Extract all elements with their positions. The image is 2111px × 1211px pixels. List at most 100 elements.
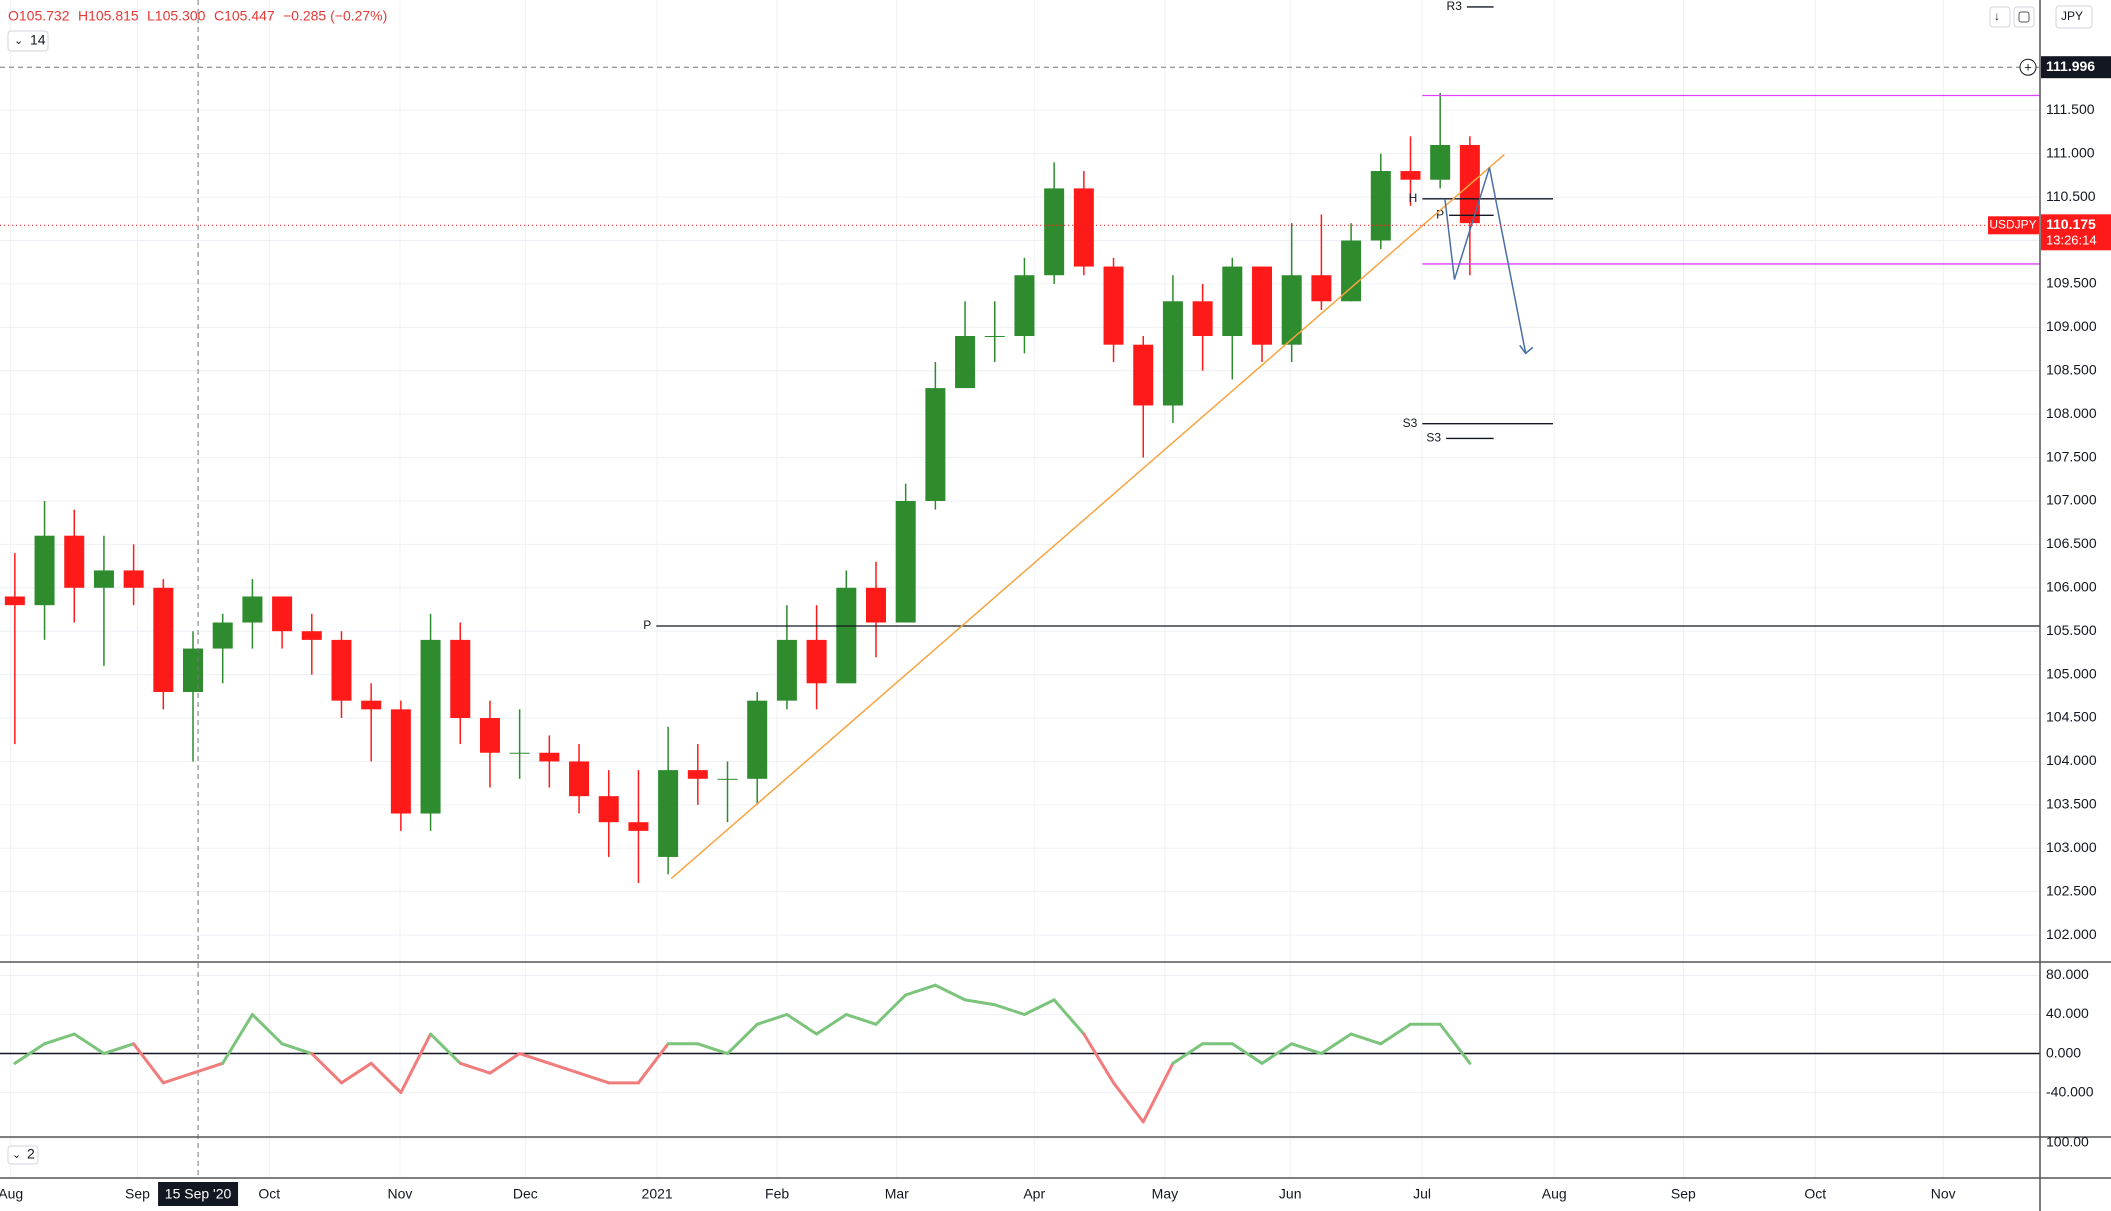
candle-body (34, 535, 55, 606)
oscillator-segment (726, 1022, 759, 1056)
oscillator-segment (1022, 998, 1056, 1017)
symbol-label: USDJPY (1989, 217, 2036, 231)
oscillator-segment (132, 1042, 165, 1085)
x-tick-label: Nov (388, 1186, 413, 1202)
candle-body (776, 639, 797, 701)
oscillator-segment (1230, 1042, 1264, 1065)
candle-body (390, 709, 411, 814)
y-tick-label: 105.000 (2046, 665, 2097, 681)
candle-body (4, 596, 25, 606)
oscillator-segment (1349, 1032, 1383, 1046)
candle-body (747, 700, 768, 779)
currency-button[interactable] (2055, 5, 2093, 29)
oscillator-segment (1260, 1042, 1294, 1065)
oscillator-segment (815, 1013, 848, 1036)
trendline (670, 153, 1505, 880)
y-tick-label: 0.000 (2046, 1044, 2081, 1060)
candle-body (301, 631, 322, 640)
restore-button[interactable] (2013, 6, 2035, 28)
candle-body (1430, 144, 1451, 180)
oscillator-segment (874, 993, 908, 1026)
pivot-label: S3 (1403, 416, 1418, 430)
pivot-label: P (643, 618, 651, 632)
y-tick-label: 110.500 (2046, 188, 2096, 204)
x-tick-label: Oct (1804, 1186, 1826, 1202)
candle-body (1073, 188, 1094, 267)
panel-label: 2 (27, 1146, 35, 1162)
x-tick-label: Jul (1413, 1186, 1431, 1202)
y-tick-label: 107.500 (2046, 448, 2097, 464)
oscillator-segment (577, 1071, 611, 1085)
oscillator-segment (1290, 1042, 1323, 1056)
countdown-label: 13:26:14 (2046, 233, 2097, 248)
y-tick-label: 108.500 (2046, 361, 2097, 377)
download-button[interactable] (1989, 6, 2011, 28)
oscillator-segment (963, 998, 997, 1007)
oscillator-segment (993, 1003, 1026, 1017)
candle-body (64, 535, 85, 588)
oscillator-segment (518, 1052, 551, 1065)
oscillator-segment (1082, 1032, 1116, 1085)
x-tick-label: May (1152, 1186, 1178, 1202)
arrow-head (1519, 344, 1534, 355)
x-tick-label: Aug (0, 1186, 23, 1202)
oscillator-segment (1141, 1061, 1175, 1124)
candle-body (1103, 266, 1124, 345)
candle-body (984, 336, 1005, 338)
pivot-label: R3 (1447, 0, 1463, 13)
y-tick-label: 111.500 (2046, 101, 2095, 117)
forecast-arrow (1444, 167, 1527, 354)
oscillator-segment (72, 1032, 106, 1056)
oscillator-segment (488, 1052, 522, 1075)
x-tick-label: Oct (258, 1186, 280, 1202)
y-tick-label: 106.500 (2046, 535, 2097, 551)
candle-body (212, 622, 233, 649)
add-alert-button[interactable] (2019, 58, 2037, 76)
oscillator-segment (785, 1013, 819, 1036)
candle-body (272, 596, 293, 632)
y-tick-label: 104.000 (2046, 752, 2097, 768)
candle-body (895, 500, 916, 623)
candle-body (183, 648, 204, 692)
candle-body (93, 570, 114, 588)
oscillator-segment (191, 1061, 225, 1075)
download-icon: ↓ (1994, 9, 2000, 23)
oscillator-segment (161, 1071, 195, 1085)
panel-toggle[interactable] (7, 1145, 39, 1165)
oscillator-segment (250, 1013, 284, 1046)
last-price-label: 110.175 (2046, 216, 2096, 232)
candle-body (153, 587, 174, 692)
oscillator-segment (43, 1032, 76, 1046)
candle-body (658, 770, 679, 857)
oscillator-segment (102, 1042, 136, 1056)
x-tick-label: Sep (125, 1186, 150, 1202)
pivot-label: S3 (1426, 431, 1441, 445)
ohlc-high: H105.815 (78, 8, 139, 24)
oscillator-segment (1438, 1022, 1472, 1065)
currency-label: JPY (2061, 9, 2083, 23)
oscillator-segment (1112, 1081, 1145, 1124)
y-tick-label: 103.000 (2046, 839, 2097, 855)
indicator-toggle[interactable] (7, 30, 49, 52)
crosshair-label-box (2041, 56, 2111, 79)
candle-body (836, 587, 857, 684)
x-tick-label: Nov (1931, 1186, 1956, 1202)
ohlc-close: C105.447 (214, 8, 275, 24)
oscillator-segment (458, 1061, 492, 1075)
pivot-label: H (1409, 191, 1418, 205)
candle-body (925, 388, 946, 501)
candle-body (717, 778, 738, 780)
candle-body (1281, 275, 1302, 345)
x-tick-label: Mar (885, 1186, 909, 1202)
oscillator-segment (755, 1013, 789, 1026)
x-tick-label: 2021 (642, 1186, 673, 1202)
candle-body (687, 770, 708, 779)
symbol-box (1988, 216, 2039, 235)
oscillator-segment (1171, 1042, 1205, 1065)
y-tick-label: 109.000 (2046, 318, 2097, 334)
candle-body (628, 822, 649, 831)
candle-body (1400, 171, 1421, 180)
candle-body (569, 761, 590, 797)
